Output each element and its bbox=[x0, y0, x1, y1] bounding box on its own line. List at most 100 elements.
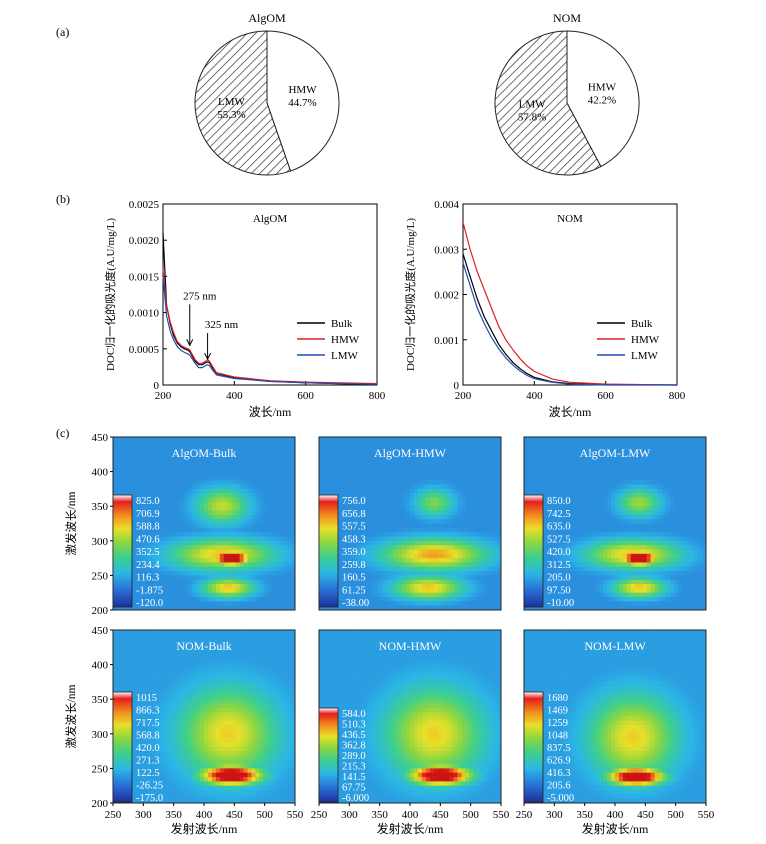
heatmap-cell bbox=[156, 484, 161, 490]
heatmap-cell bbox=[563, 588, 568, 594]
heatmap-cell bbox=[275, 562, 280, 568]
heatmap-cell bbox=[567, 562, 572, 568]
heatmap-cell bbox=[196, 532, 201, 537]
heatmap-cell bbox=[535, 605, 541, 611]
heatmap-cell bbox=[132, 562, 138, 568]
legend-label-bulk: Bulk bbox=[331, 318, 353, 330]
heatmap-cell bbox=[275, 532, 280, 537]
heatmap-cell bbox=[382, 475, 387, 481]
heatmap-cell bbox=[547, 488, 553, 494]
heatmap-cell bbox=[291, 441, 296, 447]
heatmap-cell bbox=[618, 562, 624, 568]
heatmap-cell bbox=[433, 584, 439, 589]
heatmap-cell bbox=[390, 571, 395, 576]
heatmap-cell bbox=[239, 449, 244, 455]
heatmap-cell bbox=[156, 480, 161, 485]
heatmap-cell bbox=[449, 571, 454, 576]
heatmap-cell bbox=[559, 471, 564, 477]
heatmap-cell bbox=[603, 471, 608, 477]
heatmap-cell bbox=[386, 510, 391, 516]
heatmap-cell bbox=[259, 506, 264, 511]
heatmap-cell bbox=[215, 605, 221, 611]
heatmap-cell bbox=[634, 588, 640, 594]
heatmap-cell bbox=[469, 480, 474, 485]
heatmap-cell bbox=[255, 588, 260, 594]
heatmap-cell bbox=[622, 549, 628, 555]
heatmap-cell bbox=[394, 480, 399, 485]
legend-label-lmw: LMW bbox=[631, 350, 659, 362]
heatmap-cell bbox=[247, 510, 252, 516]
heatmap-cell bbox=[279, 527, 284, 533]
heatmap-cell bbox=[599, 562, 604, 568]
heatmap-cell bbox=[204, 519, 209, 524]
heatmap-cell bbox=[485, 584, 490, 589]
heatmap-cell bbox=[386, 523, 391, 529]
heatmap-cell bbox=[342, 549, 348, 555]
heatmap-cell bbox=[227, 549, 233, 555]
heatmap-cell bbox=[354, 445, 359, 451]
heatmap-cell bbox=[382, 437, 387, 442]
heatmap-cell bbox=[437, 597, 443, 602]
heatmap-cell bbox=[200, 605, 205, 611]
heatmap-cell bbox=[453, 532, 458, 537]
heatmap-cell bbox=[524, 475, 529, 481]
heatmap-cell bbox=[461, 437, 466, 442]
heatmap-cell bbox=[615, 579, 620, 585]
heatmap-cell bbox=[477, 571, 482, 576]
heatmap-cell bbox=[465, 475, 470, 481]
heatmap-cell bbox=[219, 549, 225, 555]
heatmap-cell bbox=[445, 562, 450, 568]
heatmap-cell bbox=[200, 592, 205, 598]
heatmap-cell bbox=[136, 588, 142, 594]
heatmap-cell bbox=[579, 562, 584, 568]
heatmap-cell bbox=[433, 597, 439, 602]
heatmap-cell bbox=[366, 497, 371, 503]
heatmap-cell bbox=[551, 545, 557, 550]
heatmap-cell bbox=[425, 532, 431, 537]
heatmap-cell bbox=[543, 545, 549, 550]
heatmap-cell bbox=[354, 519, 359, 524]
heatmap-cell bbox=[493, 445, 498, 451]
heatmap-cell bbox=[473, 454, 478, 460]
heatmap-cell bbox=[477, 497, 482, 503]
heatmap-cell bbox=[615, 597, 620, 602]
heatmap-cell bbox=[622, 553, 628, 559]
heatmap-cell bbox=[591, 484, 596, 490]
heatmap-cell bbox=[433, 510, 439, 516]
heatmap-cell bbox=[192, 488, 197, 494]
heatmap-cell bbox=[449, 545, 454, 550]
heatmap-cell bbox=[402, 575, 407, 581]
heatmap-cell bbox=[575, 441, 580, 447]
heatmap-cell bbox=[136, 471, 142, 477]
heatmap-cell bbox=[567, 484, 572, 490]
heatmap-cell bbox=[291, 562, 296, 568]
heatmap-cell bbox=[247, 592, 252, 598]
heatmap-cell bbox=[390, 510, 395, 516]
heatmap-cell bbox=[267, 458, 272, 464]
heatmap-cell bbox=[402, 605, 407, 611]
heatmap-cell bbox=[599, 558, 604, 563]
heatmap-cell bbox=[207, 445, 213, 451]
heatmap-cell bbox=[390, 540, 395, 546]
heatmap-cell bbox=[358, 458, 363, 464]
legend-label-hmw: HMW bbox=[631, 334, 660, 346]
heatmap-cell bbox=[615, 449, 620, 455]
heatmap-cell bbox=[211, 601, 217, 607]
heatmap-cell bbox=[402, 475, 407, 481]
heatmap-cell bbox=[457, 597, 462, 602]
heatmap-cell bbox=[176, 467, 181, 472]
heatmap-cell bbox=[338, 558, 344, 563]
heatmap-cell bbox=[417, 506, 423, 511]
heatmap-cell bbox=[587, 571, 592, 576]
heatmap-cell bbox=[215, 588, 221, 594]
heatmap-cell bbox=[378, 566, 383, 572]
heatmap-cell bbox=[437, 536, 443, 542]
heatmap-cell bbox=[330, 445, 336, 451]
heatmap-cell bbox=[425, 562, 431, 568]
heatmap-cell bbox=[599, 566, 604, 572]
heatmap-cell bbox=[543, 540, 549, 546]
heatmap-cell bbox=[563, 532, 568, 537]
heatmap-cell bbox=[461, 497, 466, 503]
heatmap-cell bbox=[453, 584, 458, 589]
heatmap-cell bbox=[618, 501, 624, 507]
